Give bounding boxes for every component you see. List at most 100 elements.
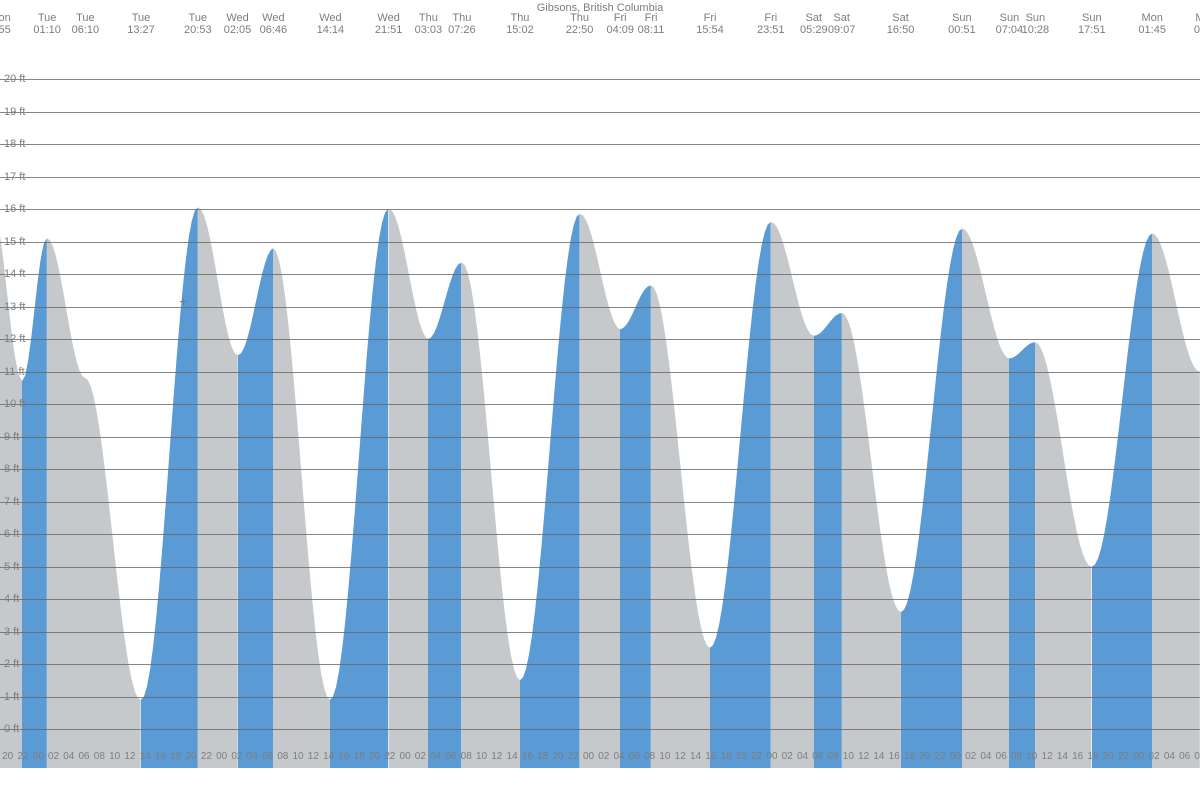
y-tick-label: 5 ft bbox=[4, 561, 19, 573]
bottom-hour-tick: 02 bbox=[965, 751, 976, 762]
bottom-hour-tick: 06 bbox=[629, 751, 640, 762]
gridline bbox=[0, 339, 1200, 340]
top-time-label: Sun00:51 bbox=[948, 12, 976, 36]
tide-segment bbox=[1152, 48, 1200, 768]
gridline bbox=[0, 79, 1200, 80]
top-time-label: Tue01:10 bbox=[33, 12, 61, 36]
bottom-hour-tick: 18 bbox=[904, 751, 915, 762]
gridline bbox=[0, 502, 1200, 503]
bottom-hour-tick: 14 bbox=[1057, 751, 1068, 762]
gridline bbox=[0, 372, 1200, 373]
tide-segment bbox=[198, 48, 238, 768]
y-tick-label: 19 ft bbox=[4, 106, 25, 118]
bottom-hour-tick: 16 bbox=[705, 751, 716, 762]
tide-segment bbox=[141, 48, 198, 768]
top-time-label: Wed14:14 bbox=[317, 12, 345, 36]
bottom-hour-tick: 20 bbox=[919, 751, 930, 762]
top-time-label: Mon01:45 bbox=[1138, 12, 1166, 36]
bottom-hour-tick: 08 bbox=[277, 751, 288, 762]
tide-segment bbox=[22, 48, 47, 768]
y-tick-label: 15 ft bbox=[4, 236, 25, 248]
top-time-label: Tue06:10 bbox=[72, 12, 100, 36]
y-tick-label: 18 ft bbox=[4, 138, 25, 150]
bottom-hour-tick: 00 bbox=[766, 751, 777, 762]
bottom-hour-tick: 02 bbox=[1149, 751, 1160, 762]
top-time-label: Wed02:05 bbox=[224, 12, 252, 36]
y-tick-label: 16 ft bbox=[4, 203, 25, 215]
bottom-hour-ticks: 20 22 00 02 04 06 08 10 12 14 16 18 20 22 00 02 04 06 08 10… bbox=[0, 738, 1200, 768]
gridline bbox=[0, 632, 1200, 633]
bottom-hour-tick: 08 bbox=[644, 751, 655, 762]
top-time-label: Tue13:27 bbox=[127, 12, 155, 36]
bottom-hour-tick: 10 bbox=[293, 751, 304, 762]
bottom-hour-tick: 18 bbox=[721, 751, 732, 762]
y-tick-label: 12 ft bbox=[4, 333, 25, 345]
y-tick-label: 11 ft bbox=[4, 366, 25, 378]
tide-segment bbox=[330, 48, 388, 768]
bottom-hour-tick: 14 bbox=[507, 751, 518, 762]
bottom-hour-tick: 12 bbox=[858, 751, 869, 762]
bottom-hour-tick: 22 bbox=[384, 751, 395, 762]
tide-segment bbox=[1035, 48, 1091, 768]
bottom-hour-tick: 04 bbox=[430, 751, 441, 762]
gridline bbox=[0, 664, 1200, 665]
bottom-hour-tick: 18 bbox=[170, 751, 181, 762]
y-tick-label: 6 ft bbox=[4, 528, 19, 540]
bottom-hour-tick: 12 bbox=[675, 751, 686, 762]
bottom-hour-tick: 10 bbox=[109, 751, 120, 762]
tide-chart: Gibsons, British Columbia Mon9:55Tue01:1… bbox=[0, 0, 1200, 800]
bottom-hour-tick: 12 bbox=[124, 751, 135, 762]
bottom-hour-tick: 12 bbox=[1042, 751, 1053, 762]
bottom-hour-tick: 20 bbox=[736, 751, 747, 762]
bottom-hour-tick: 22 bbox=[1118, 751, 1129, 762]
bottom-hour-tick: 10 bbox=[843, 751, 854, 762]
bottom-hour-tick: 18 bbox=[354, 751, 365, 762]
bottom-hour-tick: 22 bbox=[201, 751, 212, 762]
tide-segment bbox=[580, 48, 621, 768]
bottom-hour-tick: 16 bbox=[1072, 751, 1083, 762]
gridline bbox=[0, 274, 1200, 275]
tide-segment bbox=[428, 48, 461, 768]
bottom-hour-tick: 14 bbox=[323, 751, 334, 762]
tide-segment bbox=[47, 48, 85, 768]
y-tick-label: 2 ft bbox=[4, 658, 19, 670]
y-tick-label: 17 ft bbox=[4, 171, 25, 183]
top-time-label: Fri08:11 bbox=[638, 12, 665, 36]
top-time-label: Fri15:54 bbox=[696, 12, 724, 36]
bottom-hour-tick: 02 bbox=[782, 751, 793, 762]
bottom-hour-tick: 20 bbox=[2, 751, 13, 762]
top-time-label: Thu22:50 bbox=[566, 12, 594, 36]
bottom-hour-tick: 16 bbox=[522, 751, 533, 762]
bottom-hour-tick: 08 bbox=[1011, 751, 1022, 762]
bottom-hour-tick: 22 bbox=[751, 751, 762, 762]
bottom-hour-tick: 00 bbox=[583, 751, 594, 762]
bottom-hour-tick: 10 bbox=[659, 751, 670, 762]
bottom-hour-tick: 06 bbox=[1179, 751, 1190, 762]
y-tick-label: 10 ft bbox=[4, 398, 25, 410]
bottom-hour-tick: 06 bbox=[445, 751, 456, 762]
tide-segment bbox=[389, 48, 429, 768]
bottom-hour-tick: 04 bbox=[614, 751, 625, 762]
tide-segment bbox=[771, 48, 814, 768]
bottom-hour-tick: 08 bbox=[1194, 751, 1200, 762]
top-time-label: Thu07:26 bbox=[448, 12, 476, 36]
top-time-labels: Mon9:55Tue01:10Tue06:10Tue13:27Tue20:53W… bbox=[0, 12, 1200, 46]
gridline bbox=[0, 209, 1200, 210]
bottom-hour-tick: 16 bbox=[155, 751, 166, 762]
tide-segment bbox=[842, 48, 901, 768]
tide-segment bbox=[901, 48, 962, 768]
bottom-hour-tick: 22 bbox=[935, 751, 946, 762]
top-time-label: Fri04:09 bbox=[606, 12, 634, 36]
top-time-label: Thu15:02 bbox=[506, 12, 534, 36]
tide-segment bbox=[1092, 48, 1152, 768]
gridline bbox=[0, 697, 1200, 698]
tide-segment bbox=[814, 48, 842, 768]
bottom-hour-tick: 12 bbox=[491, 751, 502, 762]
y-tick-label: 20 ft bbox=[4, 73, 25, 85]
top-time-label: Wed06:46 bbox=[260, 12, 288, 36]
top-time-label: Tue20:53 bbox=[184, 12, 212, 36]
gridline bbox=[0, 437, 1200, 438]
bottom-hour-tick: 18 bbox=[1087, 751, 1098, 762]
bottom-hour-tick: 22 bbox=[17, 751, 28, 762]
bottom-hour-tick: 08 bbox=[461, 751, 472, 762]
